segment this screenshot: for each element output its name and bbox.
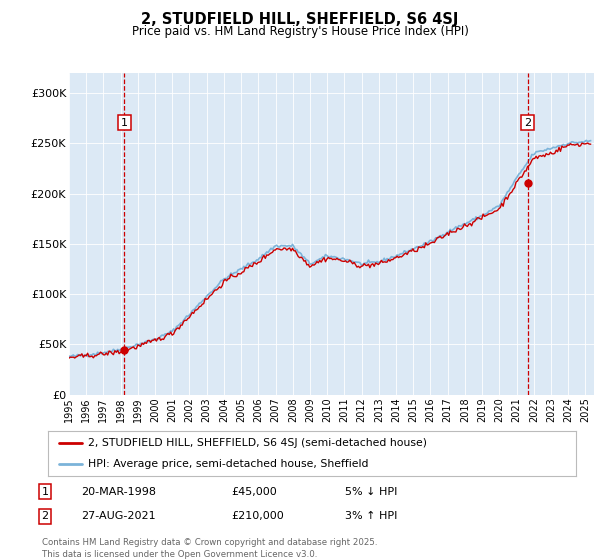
Text: 2, STUDFIELD HILL, SHEFFIELD, S6 4SJ: 2, STUDFIELD HILL, SHEFFIELD, S6 4SJ xyxy=(142,12,458,27)
Text: 1: 1 xyxy=(121,118,128,128)
Text: 2: 2 xyxy=(41,511,49,521)
Text: Contains HM Land Registry data © Crown copyright and database right 2025.
This d: Contains HM Land Registry data © Crown c… xyxy=(42,538,377,559)
Text: 2: 2 xyxy=(524,118,531,128)
Text: 3% ↑ HPI: 3% ↑ HPI xyxy=(345,511,397,521)
Text: 27-AUG-2021: 27-AUG-2021 xyxy=(81,511,155,521)
Text: 5% ↓ HPI: 5% ↓ HPI xyxy=(345,487,397,497)
Text: 2, STUDFIELD HILL, SHEFFIELD, S6 4SJ (semi-detached house): 2, STUDFIELD HILL, SHEFFIELD, S6 4SJ (se… xyxy=(88,438,427,449)
Text: Price paid vs. HM Land Registry's House Price Index (HPI): Price paid vs. HM Land Registry's House … xyxy=(131,25,469,38)
Text: 1: 1 xyxy=(41,487,49,497)
Text: 20-MAR-1998: 20-MAR-1998 xyxy=(81,487,156,497)
Text: £210,000: £210,000 xyxy=(231,511,284,521)
Text: £45,000: £45,000 xyxy=(231,487,277,497)
Text: HPI: Average price, semi-detached house, Sheffield: HPI: Average price, semi-detached house,… xyxy=(88,459,368,469)
